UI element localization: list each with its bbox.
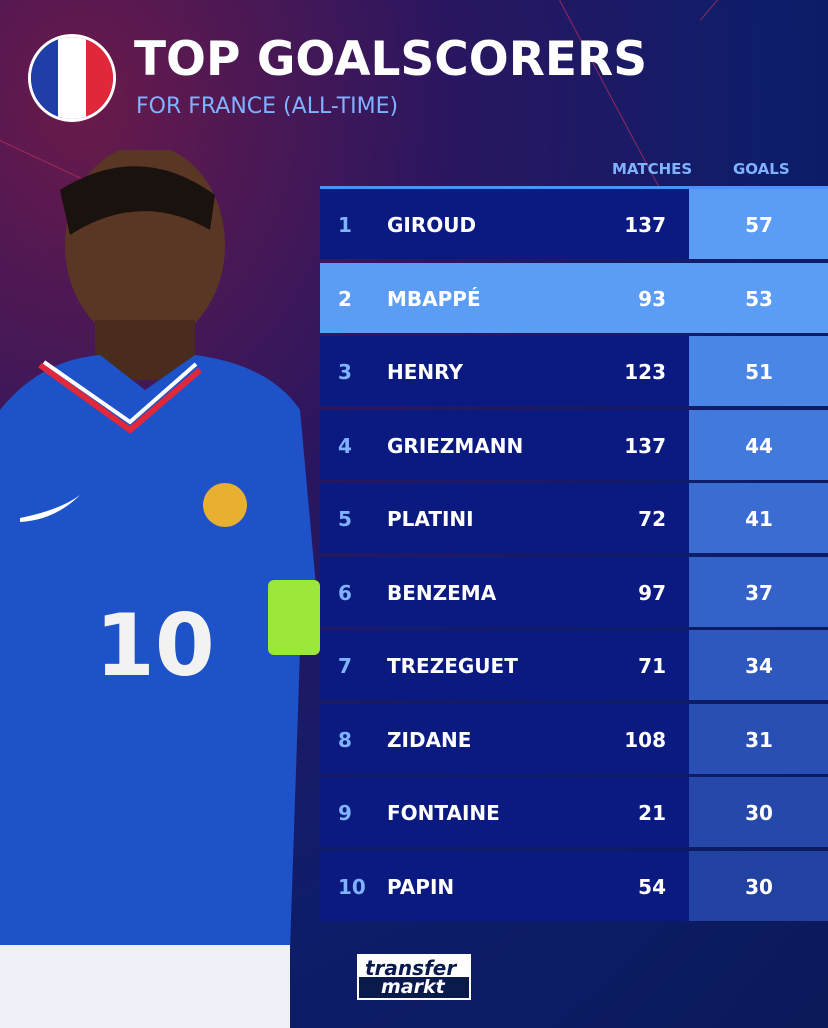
table-row: 1 GIROUD 137 57 [320,189,828,259]
scorers-table: 1 GIROUD 137 57 2 MBAPPÉ 93 53 3 HENRY 1… [320,186,828,921]
matches-cell-bg [320,189,689,259]
matches-cell-bg [320,483,689,553]
matches-value: 54 [638,874,666,899]
goals-cell [689,409,828,480]
goals-value: 51 [745,360,773,384]
matches-value: 71 [638,654,666,678]
goals-cell [689,703,828,774]
matches-value: 123 [624,360,666,384]
shirt-number: 10 [95,596,215,696]
player-name: GIROUD [387,213,477,237]
table-row: 4 GRIEZMANN 137 44 [320,409,828,480]
rooster-crest-icon [203,483,247,527]
column-header-matches: MATCHES [612,160,693,178]
rank: 8 [338,727,352,752]
background-line [700,0,828,21]
rank: 2 [338,286,352,311]
player-name: TREZEGUET [387,654,518,678]
nike-icon [20,495,80,522]
player-name: ZIDANE [387,727,472,752]
table-row: 8 ZIDANE 108 31 [320,703,828,774]
goals-cell [689,336,828,406]
player-photo: 10 [0,150,320,1028]
rank: 6 [338,580,352,605]
matches-cell-bg [320,850,689,921]
matches-cell-bg [320,409,689,480]
goals-value: 34 [745,654,773,678]
player-name: BENZEMA [387,580,497,605]
rank: 4 [338,433,352,458]
table-row: 2 MBAPPÉ 93 53 [320,262,828,333]
page-title: TOP GOALSCORERS [134,32,648,87]
rank: 5 [338,507,352,531]
matches-cell-bg [320,262,689,333]
goals-value: 57 [745,213,773,237]
goals-cell [689,189,828,259]
matches-value: 137 [624,213,666,237]
table-row: 9 FONTAINE 21 30 [320,777,828,847]
matches-cell-bg [320,556,689,627]
goals-cell [689,556,828,627]
rank: 7 [338,654,352,678]
rank: 3 [338,360,352,384]
player-name: PAPIN [387,874,455,899]
matches-cell-bg [320,777,689,847]
matches-value: 93 [638,286,666,311]
matches-value: 72 [638,507,666,531]
matches-cell-bg [320,703,689,774]
player-name: PLATINI [387,507,474,531]
logo-line1: transfer [365,956,457,980]
goals-cell [689,483,828,553]
player-name: MBAPPÉ [387,286,481,311]
goals-value: 37 [745,580,773,605]
table-row: 5 PLATINI 72 41 [320,483,828,553]
matches-cell-bg [320,336,689,406]
rank: 9 [338,801,352,825]
table-row: 10 PAPIN 54 30 [320,850,828,921]
goals-value: 31 [745,727,773,752]
matches-value: 21 [638,801,666,825]
captain-armband [268,580,320,655]
france-flag-icon [28,34,116,122]
column-header-goals: GOALS [733,160,790,178]
rank: 1 [338,213,352,237]
matches-value: 137 [624,433,666,458]
goals-value: 41 [745,507,773,531]
goals-cell [689,850,828,921]
table-row: 7 TREZEGUET 71 34 [320,630,828,700]
table-row: 3 HENRY 123 51 [320,336,828,406]
page-subtitle: FOR FRANCE (ALL-TIME) [136,94,399,119]
transfermarkt-logo: transfer markt [357,954,471,1000]
goals-cell [689,630,828,700]
goals-value: 53 [745,286,773,311]
goals-value: 30 [745,874,773,899]
player-name: GRIEZMANN [387,433,524,458]
matches-cell-bg [320,630,689,700]
goals-value: 30 [745,801,773,825]
matches-value: 97 [638,580,666,605]
table-row: 6 BENZEMA 97 37 [320,556,828,627]
logo-line2: markt [359,977,469,998]
matches-value: 108 [624,727,666,752]
goals-cell [689,262,828,333]
goals-value: 44 [745,433,773,458]
player-name: FONTAINE [387,801,500,825]
goals-cell [689,777,828,847]
player-name: HENRY [387,360,463,384]
rank: 10 [338,874,366,899]
